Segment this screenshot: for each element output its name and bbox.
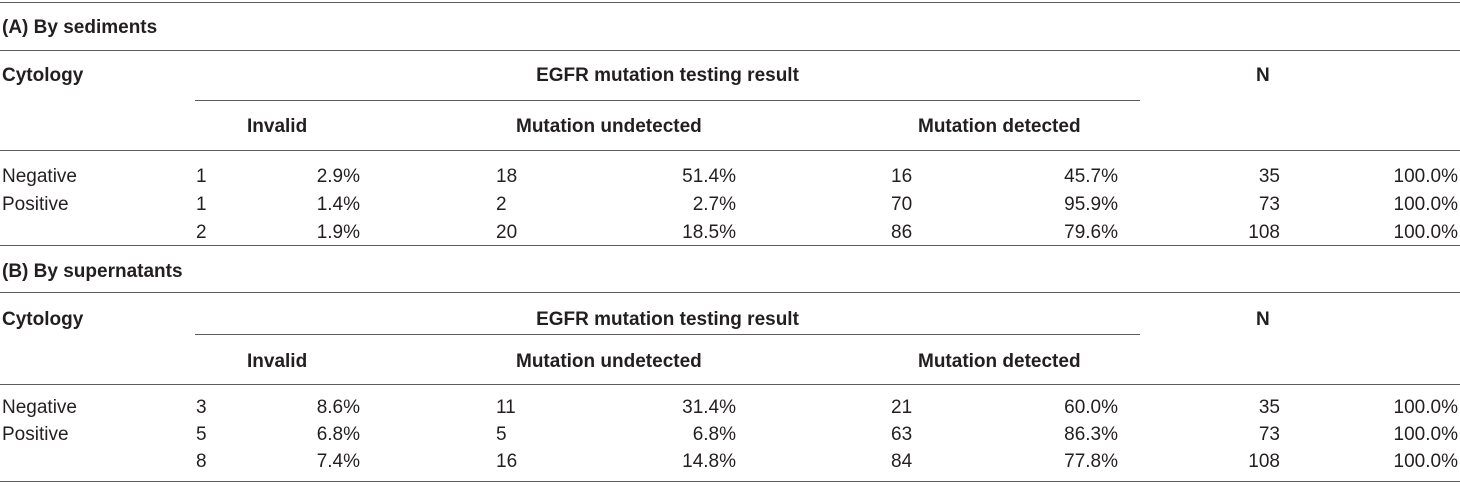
cell-invalid-pct: 6.8% [316, 424, 360, 445]
column-header-egfr-result: EGFR mutation testing result [536, 309, 799, 330]
cell-undetected-n: 5 [496, 424, 507, 445]
group-header-rule [195, 100, 1140, 101]
cell-detected-n: 21 [891, 397, 913, 418]
cell-undetected-pct: 2.7% [692, 194, 736, 215]
cell-n: 35 [1258, 166, 1280, 187]
row-label: Positive [2, 194, 69, 215]
column-header-invalid: Invalid [247, 116, 308, 137]
row-label: Negative [2, 166, 77, 187]
cell-n: 108 [1248, 451, 1280, 472]
section-rule [0, 292, 1460, 293]
cell-detected-n: 70 [891, 194, 913, 215]
cell-invalid-pct: 1.4% [316, 194, 360, 215]
cell-detected-n: 63 [891, 424, 913, 445]
column-header-mutation-undetected: Mutation undetected [516, 116, 702, 137]
cell-undetected-pct: 6.8% [692, 424, 736, 445]
row-label: Negative [2, 397, 77, 418]
cell-n-pct: 100.0% [1393, 424, 1458, 445]
cell-detected-n: 16 [891, 166, 913, 187]
column-header-n: N [1256, 309, 1270, 330]
cell-detected-pct: 95.9% [1064, 194, 1118, 215]
cell-n-pct: 100.0% [1393, 222, 1458, 243]
column-header-n: N [1256, 65, 1270, 86]
header-bottom-rule [0, 150, 1460, 151]
cell-detected-pct: 86.3% [1064, 424, 1118, 445]
cell-invalid-pct: 1.9% [316, 222, 360, 243]
row-label: Positive [2, 424, 69, 445]
cell-invalid-n: 5 [196, 424, 207, 445]
cell-undetected-pct: 31.4% [682, 397, 736, 418]
cell-n: 73 [1258, 194, 1280, 215]
cell-invalid-n: 8 [196, 451, 207, 472]
cell-invalid-n: 2 [196, 222, 207, 243]
section-title: (A) By sediments [2, 17, 158, 38]
column-header-mutation-undetected: Mutation undetected [516, 351, 702, 372]
cell-n-pct: 100.0% [1393, 194, 1458, 215]
table-bottom-rule [0, 481, 1460, 482]
cell-n-pct: 100.0% [1393, 451, 1458, 472]
group-header-rule [195, 334, 1140, 335]
column-header-mutation-detected: Mutation detected [918, 116, 1081, 137]
cell-detected-n: 86 [891, 222, 913, 243]
cell-detected-n: 84 [891, 451, 913, 472]
cell-n-pct: 100.0% [1393, 397, 1458, 418]
cell-undetected-n: 18 [496, 166, 518, 187]
section-bottom-rule [0, 245, 1460, 246]
cell-n: 35 [1258, 397, 1280, 418]
column-header-cytology: Cytology [2, 65, 84, 86]
column-header-cytology: Cytology [2, 309, 84, 330]
cell-invalid-n: 1 [196, 194, 207, 215]
cell-undetected-pct: 51.4% [682, 166, 736, 187]
cell-invalid-n: 1 [196, 166, 207, 187]
cell-n-pct: 100.0% [1393, 166, 1458, 187]
cell-detected-pct: 45.7% [1064, 166, 1118, 187]
cell-detected-pct: 79.6% [1064, 222, 1118, 243]
cell-undetected-n: 11 [496, 397, 516, 418]
cell-undetected-pct: 18.5% [682, 222, 736, 243]
cell-undetected-n: 2 [496, 194, 507, 215]
cell-detected-pct: 77.8% [1064, 451, 1118, 472]
column-header-mutation-detected: Mutation detected [918, 351, 1081, 372]
cell-n: 108 [1248, 222, 1280, 243]
cell-undetected-n: 20 [496, 222, 518, 243]
header-bottom-rule [0, 384, 1460, 385]
cell-detected-pct: 60.0% [1064, 397, 1118, 418]
cell-invalid-n: 3 [196, 397, 207, 418]
column-header-egfr-result: EGFR mutation testing result [536, 65, 799, 86]
cell-invalid-pct: 8.6% [316, 397, 360, 418]
cell-undetected-n: 16 [496, 451, 518, 472]
section-rule [0, 50, 1460, 51]
table-top-rule [0, 2, 1460, 3]
column-header-invalid: Invalid [247, 351, 308, 372]
cell-undetected-pct: 14.8% [682, 451, 736, 472]
cell-invalid-pct: 7.4% [316, 451, 360, 472]
section-title: (B) By supernatants [2, 261, 183, 282]
cell-n: 73 [1258, 424, 1280, 445]
cell-invalid-pct: 2.9% [316, 166, 360, 187]
